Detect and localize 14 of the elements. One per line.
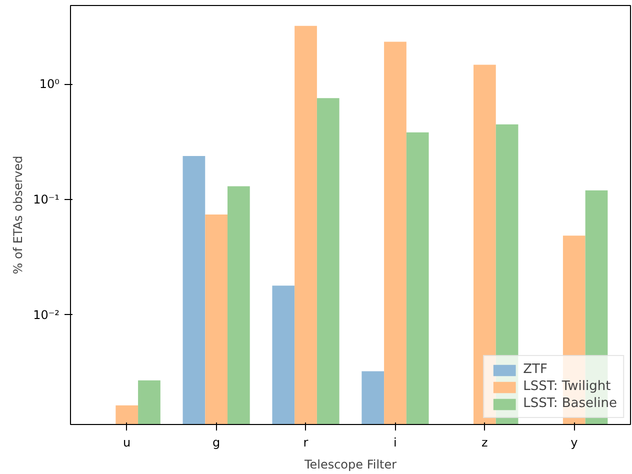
legend-label: LSST: Twilight [523,379,611,394]
x-tick-label: i [394,436,397,450]
legend-label: LSST: Baseline [523,396,617,411]
x-tick-label: y [570,436,578,450]
y-tick-label: 10⁻¹ [33,192,60,206]
x-tick-label: g [212,436,220,450]
y-tick-label: 10⁻² [33,308,60,322]
y-tick-label: 10⁰ [39,77,60,92]
x-axis-title: Telescope Filter [303,458,397,472]
x-tick-label: u [123,436,131,450]
y-axis-title: % of ETAs observed [11,156,26,274]
x-tick-label: r [303,436,308,450]
legend-label: ZTF [523,362,548,377]
x-tick-label: z [482,436,488,450]
